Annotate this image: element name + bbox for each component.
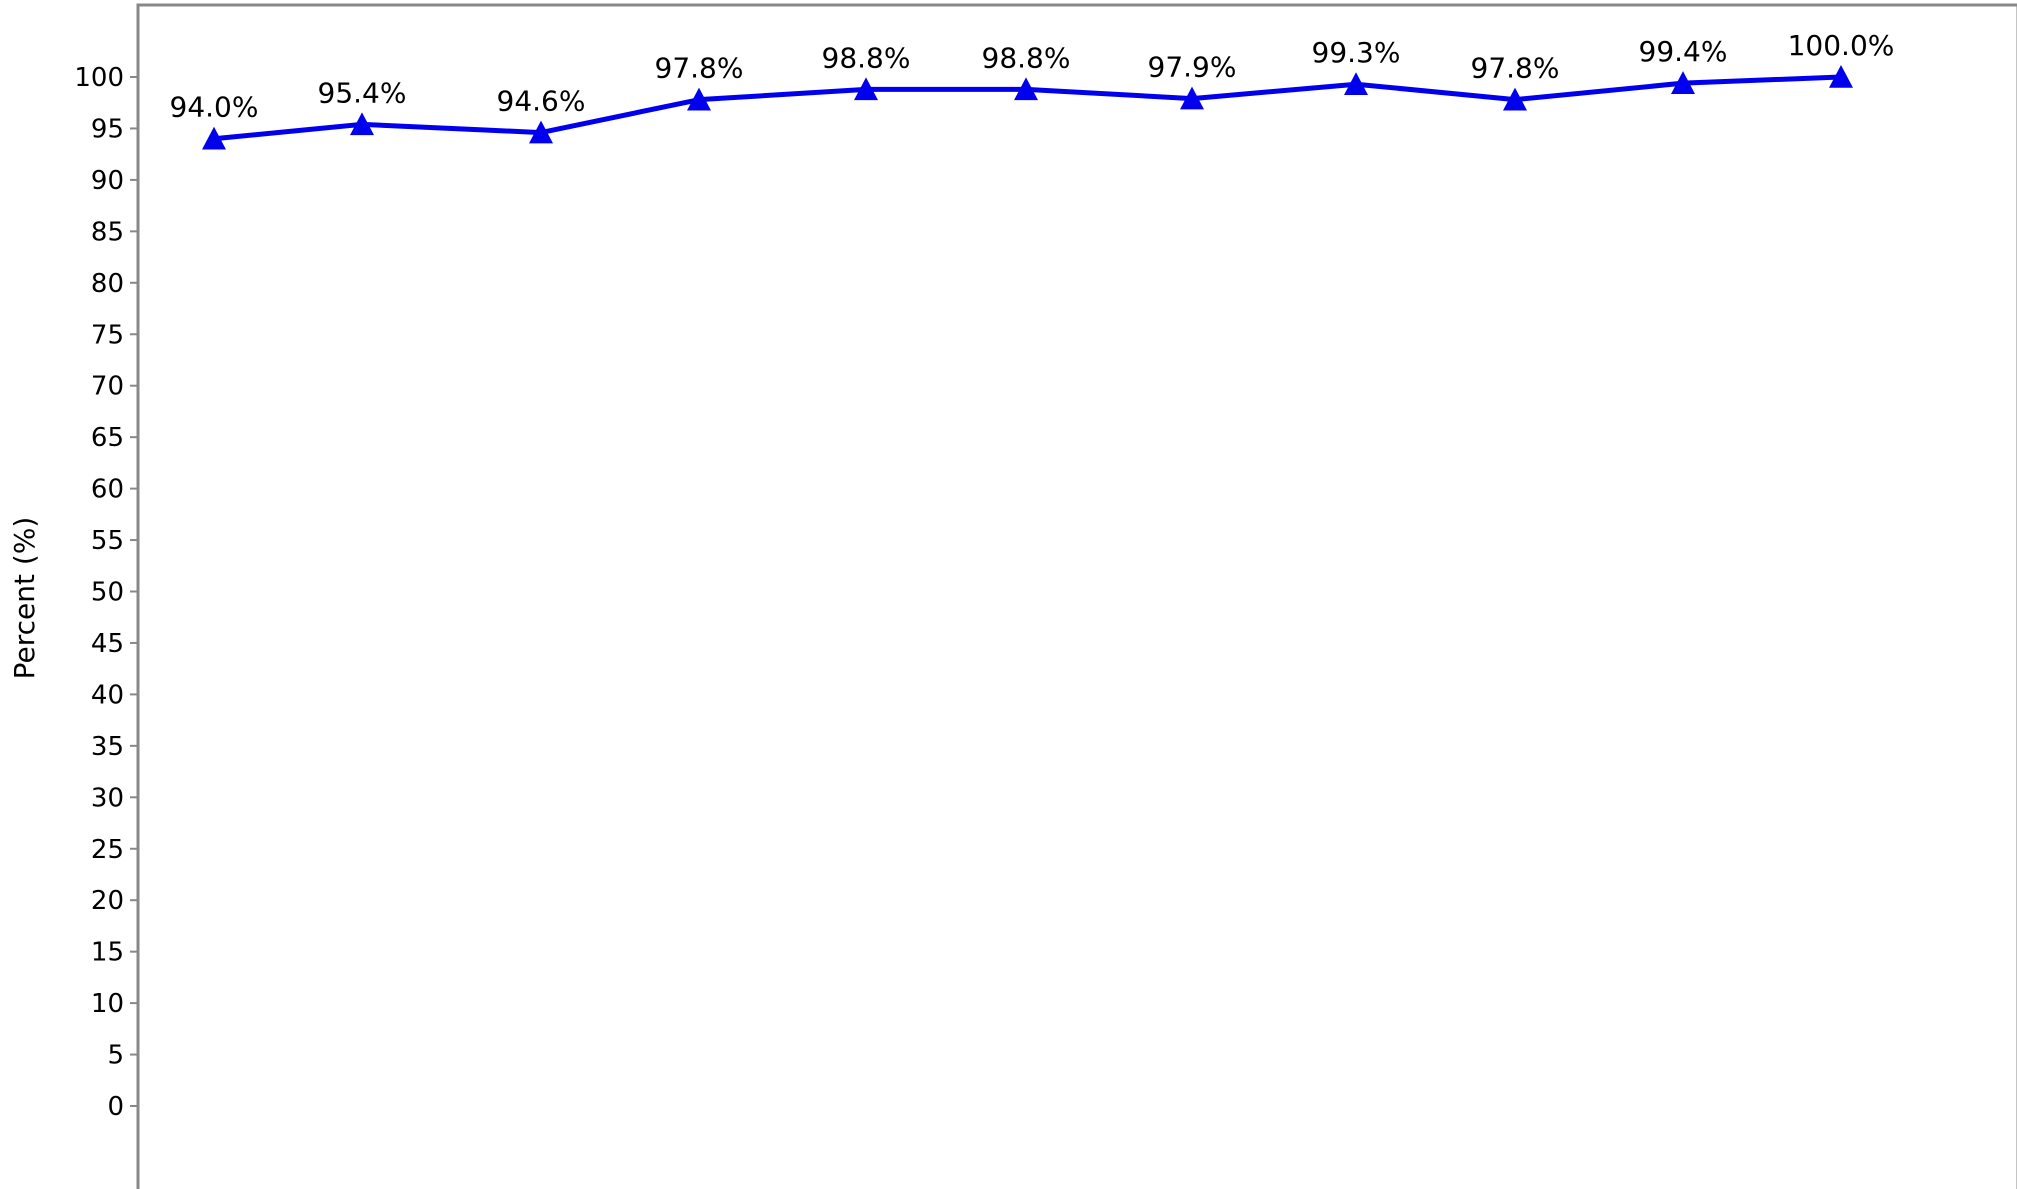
y-tick-label: 15 — [91, 938, 124, 968]
data-point-marker — [1671, 71, 1695, 94]
data-label: 97.8% — [1471, 52, 1560, 85]
y-tick-label: 45 — [91, 629, 124, 659]
data-label: 94.6% — [497, 85, 586, 118]
y-tick-label: 50 — [91, 578, 124, 608]
data-point-marker — [687, 87, 711, 111]
data-label: 98.8% — [982, 41, 1071, 74]
data-point-marker — [350, 112, 374, 136]
y-tick-label: 40 — [91, 680, 124, 710]
y-tick-label: 80 — [91, 269, 124, 299]
y-axis-title: Percent (%) — [8, 517, 41, 680]
data-point-marker — [202, 126, 226, 150]
data-point-marker — [1503, 87, 1527, 111]
y-tick-label: 30 — [91, 783, 124, 813]
y-tick-label: 25 — [91, 835, 124, 865]
y-tick-label: 95 — [91, 114, 124, 144]
data-label: 94.0% — [170, 91, 259, 124]
y-tick-label: 65 — [91, 423, 124, 453]
data-label: 99.4% — [1639, 35, 1728, 68]
data-label: 99.3% — [1312, 36, 1401, 69]
y-tick-label: 100 — [74, 63, 124, 93]
y-tick-label: 35 — [91, 732, 124, 762]
data-point-marker — [1180, 86, 1204, 110]
y-tick-label: 55 — [91, 526, 124, 556]
data-point-marker — [529, 120, 553, 144]
y-tick-label: 5 — [107, 1041, 124, 1071]
series-group: 94.0% 95.4% 94.6% 97.8% 98.8% 98.8% 97.9% 99.3%… — [170, 29, 1895, 150]
y-axis: 0 5 10 15 20 25 30 35 40 45 50 55 60 65 70 75 80 85 90 95 10… — [74, 63, 138, 1122]
y-tick-label: 0 — [107, 1092, 124, 1122]
plot-frame — [136, 3, 2017, 1189]
y-tick-label: 60 — [91, 475, 124, 505]
data-label: 98.8% — [822, 41, 911, 74]
y-tick-label: 70 — [91, 372, 124, 402]
y-tick-label: 10 — [91, 989, 124, 1019]
data-label: 95.4% — [318, 76, 407, 109]
data-point-marker — [1014, 77, 1038, 101]
data-point-marker — [1829, 65, 1853, 88]
y-tick-label: 90 — [91, 166, 124, 196]
data-point-marker — [1344, 72, 1368, 96]
data-label: 97.8% — [655, 52, 744, 85]
y-tick-label: 85 — [91, 217, 124, 247]
y-tick-label: 20 — [91, 886, 124, 916]
y-tick-label: 75 — [91, 320, 124, 350]
data-label: 100.0% — [1788, 29, 1895, 62]
data-point-marker — [854, 77, 878, 101]
data-label: 97.9% — [1148, 51, 1237, 84]
